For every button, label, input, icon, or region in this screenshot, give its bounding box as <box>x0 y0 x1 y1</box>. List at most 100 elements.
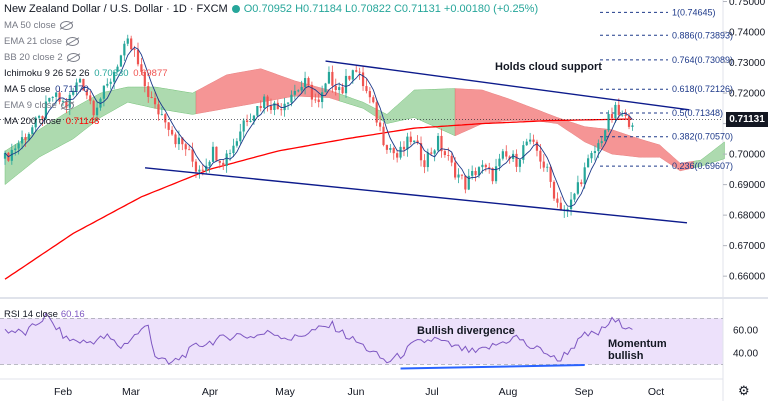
price-tick-label: 0.67000 <box>729 241 766 252</box>
candle-body <box>573 193 576 200</box>
annotation-momentum-1: Momentum <box>608 338 667 350</box>
hidden-eye-icon[interactable] <box>60 100 74 110</box>
candle-body <box>406 136 409 150</box>
hidden-eye-icon[interactable] <box>59 20 73 30</box>
candle-body <box>232 145 235 154</box>
settings-gear-icon[interactable]: ⚙ <box>738 383 750 398</box>
price-tick-label: 0.74000 <box>729 28 766 39</box>
candle-body <box>361 72 365 87</box>
cloud-segment-green <box>693 141 725 169</box>
candle-body <box>546 166 549 168</box>
candle-body <box>631 125 634 127</box>
legend-ma50[interactable]: MA 50 close <box>4 20 73 31</box>
candle-body <box>170 129 174 135</box>
candle-body <box>215 146 218 161</box>
candle-body <box>259 106 262 108</box>
candle-body <box>72 90 75 95</box>
fib-label: 0.382(0.70570) <box>672 132 733 142</box>
candle-body <box>41 116 44 119</box>
hidden-eye-icon[interactable] <box>66 36 80 46</box>
legend-ma5[interactable]: MA 5 close 0.71170 <box>4 84 89 95</box>
candle-body <box>368 91 371 98</box>
candle-body <box>82 78 85 91</box>
candle-body <box>263 96 266 108</box>
legend-ichimoku[interactable]: Ichimoku 9 26 52 26 0.70330 0.69877 <box>4 68 168 79</box>
candle-body <box>341 87 344 94</box>
price-tick-label: 0.73000 <box>729 58 766 69</box>
candle-body <box>617 104 620 115</box>
candle-body <box>164 114 167 123</box>
candle-body <box>344 75 348 94</box>
candle-body <box>184 144 187 150</box>
candle-body <box>20 137 24 144</box>
candle-body <box>583 167 586 185</box>
candle-body <box>440 135 443 152</box>
candle-body <box>31 127 34 134</box>
candle-body <box>280 109 283 111</box>
candle-body <box>559 202 562 211</box>
candle-body <box>443 151 446 156</box>
candle-body <box>143 71 146 87</box>
price-tick-label: 0.68000 <box>729 211 766 222</box>
candle-body <box>484 164 487 168</box>
symbol-title[interactable]: New Zealand Dollar / U.S. Dollar · 1D · … <box>4 3 228 15</box>
candle-body <box>607 114 610 131</box>
candle-body <box>604 130 607 142</box>
legend-rsi[interactable]: RSI 14 close 60.16 <box>4 309 85 320</box>
candle-body <box>409 136 412 143</box>
candle-body <box>518 159 522 167</box>
candle-body <box>293 90 296 95</box>
candle-body <box>167 122 170 130</box>
candle-body <box>491 168 494 182</box>
candle-body <box>3 152 7 159</box>
candle-body <box>188 149 191 151</box>
candle-body <box>532 139 535 142</box>
fib-label: 0.618(0.72126) <box>672 84 733 94</box>
candle-body <box>321 92 324 103</box>
fib-label: 0.236(0.69607) <box>672 161 733 171</box>
legend-ema21[interactable]: EMA 21 close <box>4 36 80 47</box>
legend-ema9[interactable]: EMA 9 close <box>4 100 74 111</box>
candle-body <box>34 117 37 128</box>
candle-body <box>522 145 525 160</box>
price-tick-label: 0.70000 <box>729 150 766 161</box>
candle-body <box>10 149 13 161</box>
candle-body <box>191 149 194 162</box>
candle-body <box>113 71 116 82</box>
candle-body <box>177 137 181 145</box>
rsi-band <box>0 318 723 365</box>
candle-body <box>460 174 464 176</box>
candle-body <box>269 105 273 111</box>
candle-body <box>334 85 337 91</box>
rsi-divergence-line <box>400 364 585 370</box>
candle-body <box>549 166 552 182</box>
candle-body <box>621 114 624 116</box>
candle-body <box>464 175 467 190</box>
legend-ma200[interactable]: MA 200 close 0.71148 <box>4 116 100 127</box>
candle-body <box>392 148 395 154</box>
price-tick-label: 0.75000 <box>729 0 766 8</box>
candle-body <box>201 169 204 171</box>
candle-body <box>75 82 78 91</box>
candle-body <box>17 143 20 149</box>
legend-bb20[interactable]: BB 20 close 2 <box>4 52 80 63</box>
fib-label: 0.886(0.73893) <box>672 30 733 40</box>
candle-body <box>467 175 470 190</box>
candle-body <box>556 198 559 203</box>
channel-upper-line <box>325 60 690 111</box>
candle-body <box>239 131 242 142</box>
candle-body <box>38 116 41 118</box>
candle-body <box>566 208 569 210</box>
hidden-eye-icon[interactable] <box>66 52 80 62</box>
candle-body <box>389 148 392 150</box>
candle-body <box>14 148 17 150</box>
annotation-divergence: Bullish divergence <box>417 325 515 337</box>
candle-body <box>317 99 320 103</box>
candle-body <box>78 78 82 83</box>
candle-body <box>597 143 600 152</box>
candle-body <box>222 162 225 167</box>
candle-body <box>194 161 198 172</box>
candle-body <box>324 83 327 93</box>
candle-body <box>106 83 109 86</box>
candle-body <box>242 120 245 132</box>
